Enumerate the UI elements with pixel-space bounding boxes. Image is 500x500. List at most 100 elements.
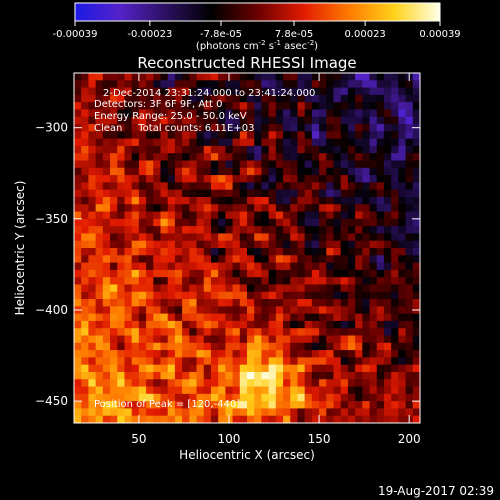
heatmap-cell <box>247 313 255 322</box>
heatmap-cell <box>146 299 154 307</box>
heatmap-cell <box>347 335 356 344</box>
heatmap-cell <box>203 269 212 278</box>
heatmap-cell <box>261 255 270 264</box>
heatmap-cell <box>247 415 255 423</box>
heatmap-cell <box>88 73 97 81</box>
heatmap-cell <box>124 145 133 154</box>
heatmap-cell <box>218 153 226 162</box>
heatmap-cell <box>254 320 263 329</box>
heatmap-cell <box>254 379 263 388</box>
heatmap-cell <box>146 415 154 423</box>
heatmap-cell <box>218 350 226 358</box>
heatmap-cell <box>326 116 335 125</box>
annotation-detectors: Detectors: 3F 6F 9F, Att 0 <box>94 99 222 110</box>
heatmap-cell <box>304 415 313 423</box>
heatmap-cell <box>117 284 126 293</box>
heatmap-cell <box>189 320 198 329</box>
heatmap-cell <box>333 284 342 293</box>
heatmap-cell <box>283 131 291 140</box>
heatmap-cell <box>88 328 97 337</box>
heatmap-cell <box>210 240 219 249</box>
heatmap-cell <box>174 80 183 89</box>
heatmap-cell <box>311 124 320 132</box>
heatmap-cell <box>174 109 183 118</box>
heatmap-cell <box>117 131 126 140</box>
heatmap-cell <box>268 138 277 147</box>
heatmap-cell <box>369 328 378 337</box>
heatmap-cell <box>182 116 190 125</box>
heatmap-cell <box>95 284 104 293</box>
heatmap-cell <box>232 116 241 125</box>
heatmap-cell <box>347 313 356 322</box>
heatmap-cell <box>146 189 154 198</box>
heatmap-cell <box>362 350 371 358</box>
heatmap-cell <box>182 299 190 307</box>
heatmap-cell <box>88 299 97 307</box>
heatmap-cell <box>340 80 349 89</box>
heatmap-cell <box>232 364 241 373</box>
heatmap-cell <box>110 233 118 242</box>
heatmap-cell <box>333 379 342 388</box>
heatmap-cell <box>95 218 104 227</box>
heatmap-cell <box>196 211 205 220</box>
heatmap-cell <box>369 80 378 89</box>
heatmap-cell <box>210 233 219 242</box>
heatmap-cell <box>275 160 284 169</box>
heatmap-cell <box>146 94 154 103</box>
heatmap-cell <box>340 94 349 103</box>
heatmap-cell <box>131 364 140 373</box>
heatmap-cell <box>110 182 118 191</box>
heatmap-cell <box>398 145 407 154</box>
heatmap-cell <box>138 94 147 103</box>
heatmap-cell <box>232 284 241 293</box>
heatmap-cell <box>268 182 277 191</box>
heatmap-cell <box>153 342 162 351</box>
heatmap-cell <box>167 94 176 103</box>
heatmap-cell <box>362 248 371 256</box>
heatmap-cell <box>347 350 356 358</box>
heatmap-cell <box>167 313 176 322</box>
heatmap-cell <box>232 153 241 162</box>
heatmap-cell <box>333 342 342 351</box>
heatmap-cell <box>124 371 133 380</box>
heatmap-cell <box>297 255 306 264</box>
heatmap-cell <box>74 189 82 198</box>
heatmap-cell <box>218 145 226 154</box>
heatmap-cell <box>232 350 241 358</box>
heatmap-cell <box>239 145 248 154</box>
heatmap-cell <box>88 189 97 198</box>
heatmap-cell <box>189 73 198 81</box>
heatmap-cell <box>189 116 198 125</box>
heatmap-cell <box>110 240 118 249</box>
heatmap-cell <box>340 269 349 278</box>
heatmap-cell <box>319 153 327 162</box>
heatmap-cell <box>297 218 306 227</box>
heatmap-cell <box>239 248 248 256</box>
heatmap-cell <box>182 379 190 388</box>
heatmap-cell <box>398 328 407 337</box>
heatmap-cell <box>391 306 399 315</box>
heatmap-cell <box>405 328 414 337</box>
heatmap-cell <box>167 102 176 111</box>
heatmap-cell <box>160 277 169 286</box>
heatmap-cell <box>210 160 219 169</box>
heatmap-cell <box>326 320 335 329</box>
heatmap-cell <box>167 277 176 286</box>
heatmap-cell <box>167 138 176 147</box>
heatmap-cell <box>81 160 90 169</box>
heatmap-cell <box>290 277 299 286</box>
heatmap-cell <box>333 357 342 366</box>
heatmap-cell <box>210 87 219 96</box>
heatmap-cell <box>160 131 169 140</box>
heatmap-cell <box>261 269 270 278</box>
heatmap-cell <box>254 189 263 198</box>
heatmap-cell <box>102 364 111 373</box>
heatmap-cell <box>196 160 205 169</box>
y-tick-label: −350 <box>35 212 68 226</box>
heatmap-cell <box>405 189 414 198</box>
heatmap-cell <box>182 94 190 103</box>
heatmap-cell <box>376 415 385 423</box>
heatmap-cell <box>405 80 414 89</box>
heatmap-cell <box>383 393 392 402</box>
heatmap-cell <box>196 320 205 329</box>
